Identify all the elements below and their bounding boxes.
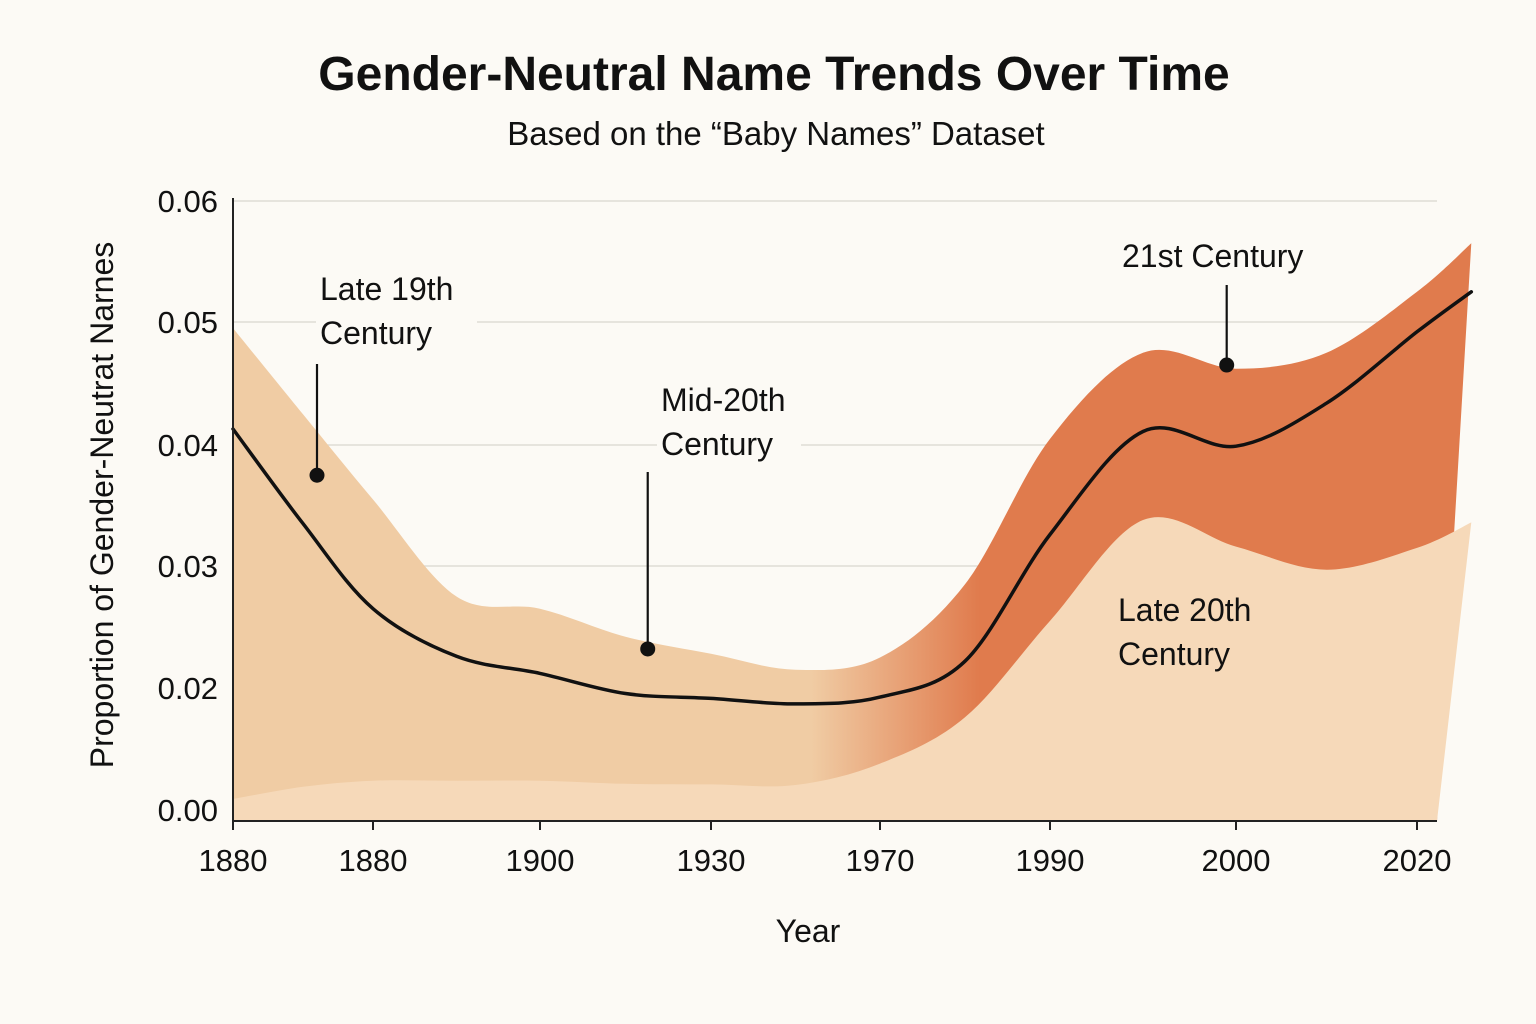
annotation-backdrop: [657, 381, 801, 471]
annotation-label: Late 20th: [1118, 592, 1251, 628]
chart-subtitle: Based on the “Baby Names” Dataset: [507, 115, 1044, 152]
annotation-label: Mid-20th: [661, 382, 786, 418]
x-tick-label: 1880: [339, 843, 408, 878]
y-tick-label: 0.05: [158, 305, 218, 340]
chart-title: Gender-Neutral Name Trends Over Time: [318, 48, 1229, 101]
trend-line: [231, 290, 1474, 706]
lower-band-area: [233, 517, 1472, 821]
x-axis-label: Year: [776, 913, 841, 949]
y-tick-label: 0.06: [158, 184, 218, 219]
x-tick-label: 1900: [506, 843, 575, 878]
annotation-dot: [1219, 357, 1235, 373]
y-tick-label: 0.00: [158, 793, 218, 828]
y-axis-label: Proportion of Gender-Neutrat Narnes: [84, 242, 120, 768]
x-tick-label: 1930: [677, 843, 746, 878]
x-tick-label: 2020: [1383, 843, 1452, 878]
annotation-label: Century: [320, 315, 432, 351]
annotation-label: Century: [661, 426, 773, 462]
y-tick-label: 0.04: [158, 428, 218, 463]
y-tick-label: 0.02: [158, 671, 218, 706]
annotation-label: Century: [1118, 636, 1230, 672]
x-tick-label: 1990: [1016, 843, 1085, 878]
x-tick-label: 2000: [1202, 843, 1271, 878]
annotation-label: Late 19th: [320, 271, 453, 307]
annotation-label: 21st Century: [1122, 238, 1303, 274]
annotation-dot: [309, 467, 325, 483]
annotation-backdrop: [316, 270, 477, 360]
x-tick-label: 1880: [199, 843, 268, 878]
y-tick-labels: 0.00 0.02 0.03 0.04 0.05 0.06: [158, 184, 218, 828]
annotations: Late 19th Century Mid-20th Century 21st Cent…: [309, 237, 1330, 672]
annotation-backdrop: [1118, 237, 1330, 284]
y-tick-label: 0.03: [158, 549, 218, 584]
x-tick-labels: 1880 1880 1900 1930 1970 1990 2000 2020: [199, 821, 1452, 878]
x-tick-label: 1970: [846, 843, 915, 878]
annotation-dot: [640, 641, 656, 657]
